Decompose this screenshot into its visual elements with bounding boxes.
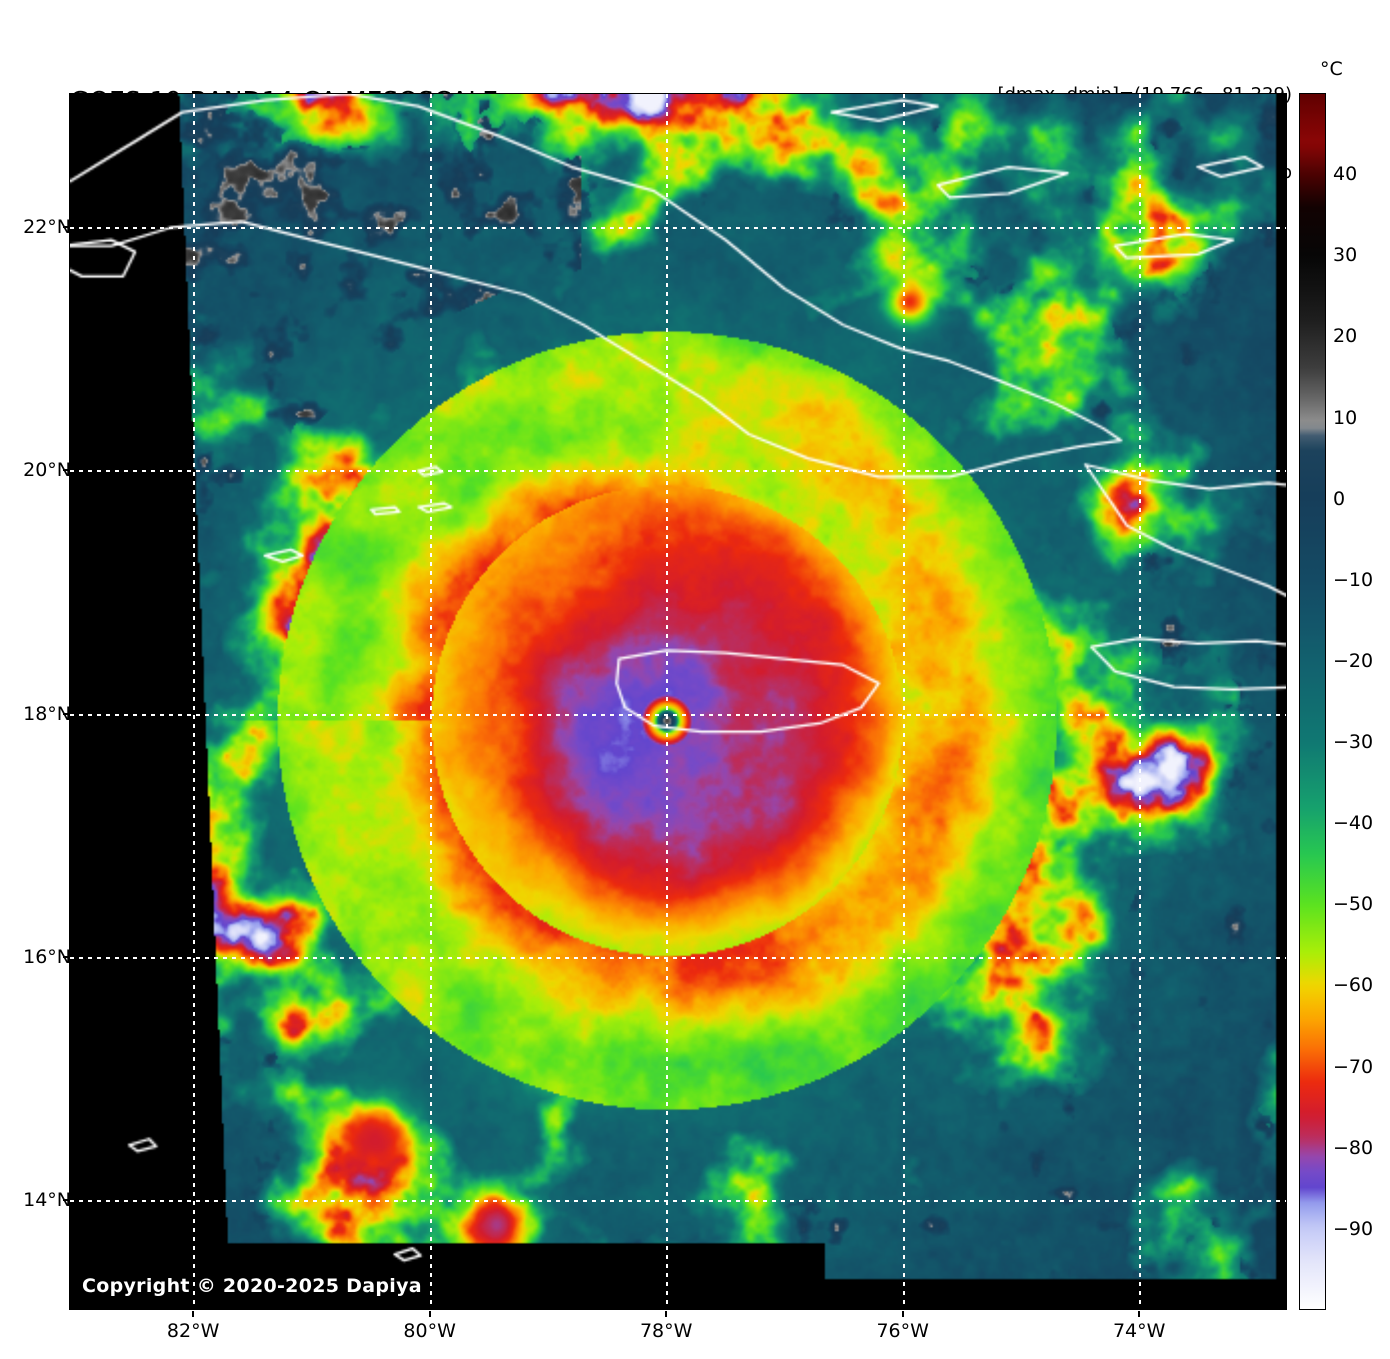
y-axis-tick-mark — [63, 469, 69, 472]
x-axis-tick-label: 82°W — [166, 1320, 220, 1342]
colorbar-tick-label: −20 — [1333, 649, 1374, 672]
colorbar-tick-label: −30 — [1333, 731, 1374, 754]
colorbar-tick-label: 0 — [1333, 487, 1346, 510]
y-axis-tick-label: 20°N — [23, 459, 71, 482]
x-axis-tick-mark — [665, 1311, 668, 1317]
x-axis-tick-label: 74°W — [1112, 1320, 1166, 1342]
copyright-label: Copyright © 2020-2025 Dapiya — [82, 1275, 422, 1297]
colorbar-units-label: °C — [1320, 58, 1343, 80]
colorbar-tick-label: 20 — [1333, 325, 1358, 348]
x-axis-tick-mark — [428, 1311, 431, 1317]
colorbar-tick-label: 10 — [1333, 406, 1358, 429]
satellite-imagery-canvas — [70, 94, 1286, 1309]
colorbar-tick-label: −10 — [1333, 568, 1374, 591]
y-axis-tick-mark — [63, 225, 69, 228]
x-axis-tick-mark — [901, 1311, 904, 1317]
y-axis-tick-mark — [63, 712, 69, 715]
satellite-image-plot[interactable]: Copyright © 2020-2025 Dapiya — [69, 93, 1287, 1310]
colorbar-tick-label: −40 — [1333, 812, 1374, 835]
colorbar-tick-label: −70 — [1333, 1055, 1374, 1078]
y-axis-tick-label: 16°N — [23, 946, 71, 969]
x-axis-tick-label: 78°W — [639, 1320, 693, 1342]
x-axis-tick-mark — [1138, 1311, 1141, 1317]
colorbar-tick-label: 40 — [1333, 163, 1358, 186]
y-axis-tick-label: 22°N — [23, 215, 71, 238]
colorbar-tick-label: 30 — [1333, 244, 1358, 267]
x-axis-tick-mark — [192, 1311, 195, 1317]
y-axis-tick-mark — [63, 956, 69, 959]
y-axis-tick-label: 18°N — [23, 702, 71, 725]
colorbar-tick-label: −90 — [1333, 1217, 1374, 1240]
x-axis-tick-label: 76°W — [876, 1320, 929, 1342]
colorbar-tick-label: −60 — [1333, 974, 1374, 997]
colorbar-tick-label: −80 — [1333, 1136, 1374, 1159]
y-axis-tick-mark — [63, 1199, 69, 1202]
colorbar-gradient — [1299, 93, 1326, 1310]
colorbar-tick-label: −50 — [1333, 893, 1374, 916]
colorbar — [1299, 93, 1326, 1310]
y-axis-tick-label: 14°N — [23, 1189, 71, 1212]
x-axis-tick-label: 80°W — [403, 1320, 456, 1342]
